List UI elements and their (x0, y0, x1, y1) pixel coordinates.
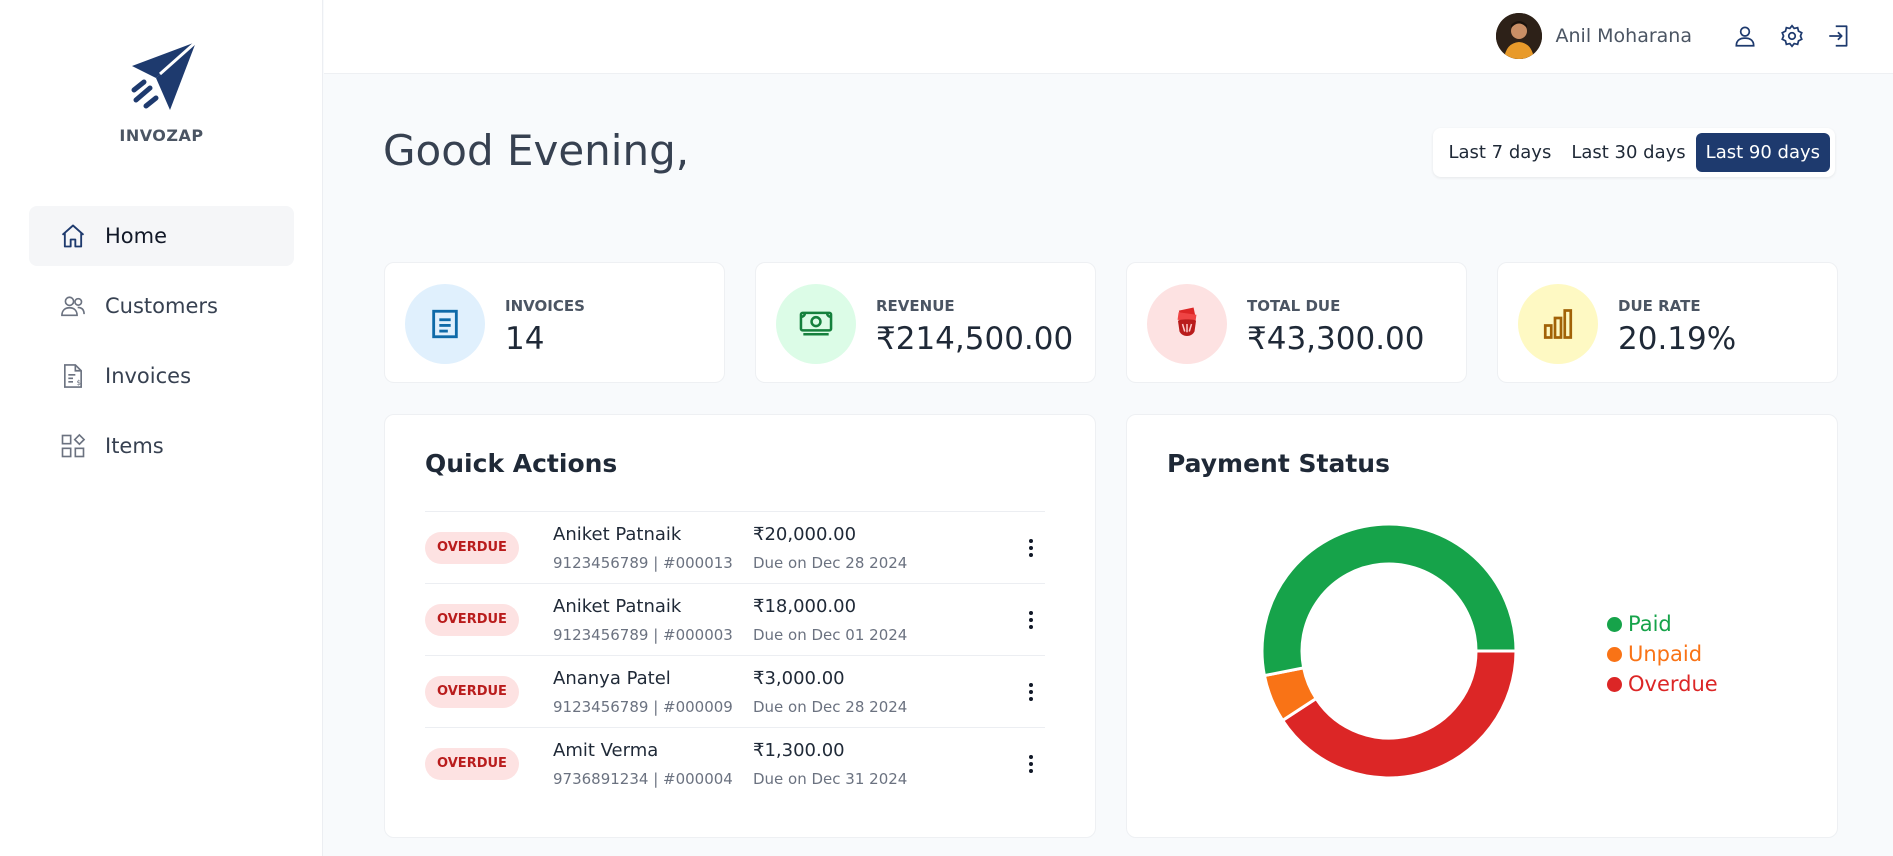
sidebar-item-invoices[interactable]: $ Invoices (29, 346, 294, 406)
legend-label: Unpaid (1628, 642, 1703, 666)
payment-status-card: Payment Status Paid Unpaid Overdue (1126, 414, 1838, 838)
list-item[interactable]: OVERDUE Aniket Patnaik 9123456789 | #000… (425, 511, 1045, 583)
user-name: Anil Moharana (1555, 25, 1692, 47)
invoice-ref: 9736891234 | #000004 (553, 770, 733, 788)
document-icon (405, 284, 485, 364)
legend-item-overdue[interactable]: Overdue (1607, 669, 1718, 699)
more-options-icon[interactable] (1017, 678, 1045, 706)
svg-text:$: $ (77, 379, 81, 387)
stat-card-total-due: TOTAL DUE ₹43,300.00 (1126, 262, 1467, 383)
sidebar-item-home[interactable]: Home (29, 206, 294, 266)
logout-icon[interactable] (1823, 20, 1855, 52)
quick-actions-list: OVERDUE Aniket Patnaik 9123456789 | #000… (425, 511, 1045, 799)
status-badge: OVERDUE (425, 532, 519, 564)
legend-label: Paid (1628, 612, 1672, 636)
legend-item-paid[interactable]: Paid (1607, 609, 1718, 639)
topbar: Anil Moharana (324, 0, 1893, 74)
brand-name: INVOZAP (119, 126, 204, 145)
invoice-amount: ₹1,300.00 (753, 740, 845, 761)
gear-icon[interactable] (1776, 20, 1808, 52)
invoice-amount: ₹18,000.00 (753, 596, 857, 617)
legend-dot (1607, 616, 1622, 632)
cash-icon (776, 284, 856, 364)
chart-legend: Paid Unpaid Overdue (1607, 609, 1718, 699)
stat-label: TOTAL DUE (1247, 297, 1341, 315)
date-range-selector: Last 7 days Last 30 days Last 90 days (1433, 128, 1835, 177)
users-icon (59, 292, 87, 320)
quick-actions-card: Quick Actions OVERDUE Aniket Patnaik 912… (384, 414, 1096, 838)
stat-label: DUE RATE (1618, 297, 1701, 315)
quick-actions-title: Quick Actions (425, 449, 618, 478)
list-item[interactable]: OVERDUE Aniket Patnaik 9123456789 | #000… (425, 583, 1045, 655)
sidebar-item-label: Home (105, 224, 168, 248)
customer-name: Amit Verma (553, 740, 659, 761)
legend-item-unpaid[interactable]: Unpaid (1607, 639, 1718, 669)
stat-card-invoices: INVOICES 14 (384, 262, 725, 383)
sidebar: INVOZAP Home Customers $ Invoices Items (0, 0, 323, 856)
stat-value: ₹43,300.00 (1247, 321, 1425, 357)
stat-card-due-rate: DUE RATE 20.19% (1497, 262, 1838, 383)
sidebar-item-label: Invoices (105, 364, 192, 388)
stat-value: 20.19% (1618, 321, 1737, 357)
paper-plane-icon (131, 40, 197, 110)
customer-name: Aniket Patnaik (553, 596, 682, 617)
invoice-ref: 9123456789 | #000009 (553, 698, 733, 716)
status-badge: OVERDUE (425, 676, 519, 708)
sidebar-item-label: Customers (105, 294, 218, 318)
money-hand-icon (1147, 284, 1227, 364)
status-badge: OVERDUE (425, 748, 519, 780)
home-icon (59, 222, 87, 250)
range-7-days-button[interactable]: Last 7 days (1448, 142, 1552, 163)
invoice-icon: $ (59, 362, 87, 390)
donut-slice-unpaid[interactable] (1262, 666, 1319, 723)
due-date: Due on Dec 01 2024 (753, 626, 908, 644)
payment-status-chart (1260, 522, 1518, 780)
invoice-amount: ₹3,000.00 (753, 668, 845, 689)
list-item[interactable]: OVERDUE Amit Verma 9736891234 | #000004 … (425, 727, 1045, 799)
stat-value: ₹214,500.00 (876, 321, 1074, 357)
donut-slice-paid[interactable] (1260, 522, 1518, 678)
legend-dot (1607, 646, 1622, 662)
sidebar-nav: Home Customers $ Invoices Items (29, 206, 294, 486)
due-date: Due on Dec 31 2024 (753, 770, 908, 788)
payment-status-title: Payment Status (1167, 449, 1390, 478)
brand-logo[interactable]: INVOZAP (0, 38, 323, 145)
customer-name: Ananya Patel (553, 668, 671, 689)
list-item[interactable]: OVERDUE Ananya Patel 9123456789 | #00000… (425, 655, 1045, 727)
stat-card-revenue: REVENUE ₹214,500.00 (755, 262, 1096, 383)
sidebar-item-label: Items (105, 434, 164, 458)
sidebar-item-customers[interactable]: Customers (29, 276, 294, 336)
more-options-icon[interactable] (1017, 750, 1045, 778)
page-title: Good Evening, (383, 126, 690, 175)
range-90-days-button[interactable]: Last 90 days (1695, 133, 1830, 172)
more-options-icon[interactable] (1017, 534, 1045, 562)
range-30-days-button[interactable]: Last 30 days (1571, 142, 1686, 163)
invoice-ref: 9123456789 | #000003 (553, 626, 733, 644)
customer-name: Aniket Patnaik (553, 524, 682, 545)
more-options-icon[interactable] (1017, 606, 1045, 634)
grid-icon (59, 432, 87, 460)
due-date: Due on Dec 28 2024 (753, 698, 908, 716)
user-icon[interactable] (1729, 20, 1761, 52)
stat-label: REVENUE (876, 297, 955, 315)
invoice-ref: 9123456789 | #000013 (553, 554, 733, 572)
sidebar-item-items[interactable]: Items (29, 416, 294, 476)
legend-label: Overdue (1628, 672, 1718, 696)
invoice-amount: ₹20,000.00 (753, 524, 857, 545)
legend-dot (1607, 676, 1622, 692)
avatar (1495, 13, 1542, 59)
user-menu[interactable]: Anil Moharana (1495, 13, 1692, 59)
stat-value: 14 (505, 321, 545, 357)
bar-chart-icon (1518, 284, 1598, 364)
stat-label: INVOICES (505, 297, 585, 315)
status-badge: OVERDUE (425, 604, 519, 636)
due-date: Due on Dec 28 2024 (753, 554, 908, 572)
donut-slice-overdue[interactable] (1280, 649, 1518, 780)
